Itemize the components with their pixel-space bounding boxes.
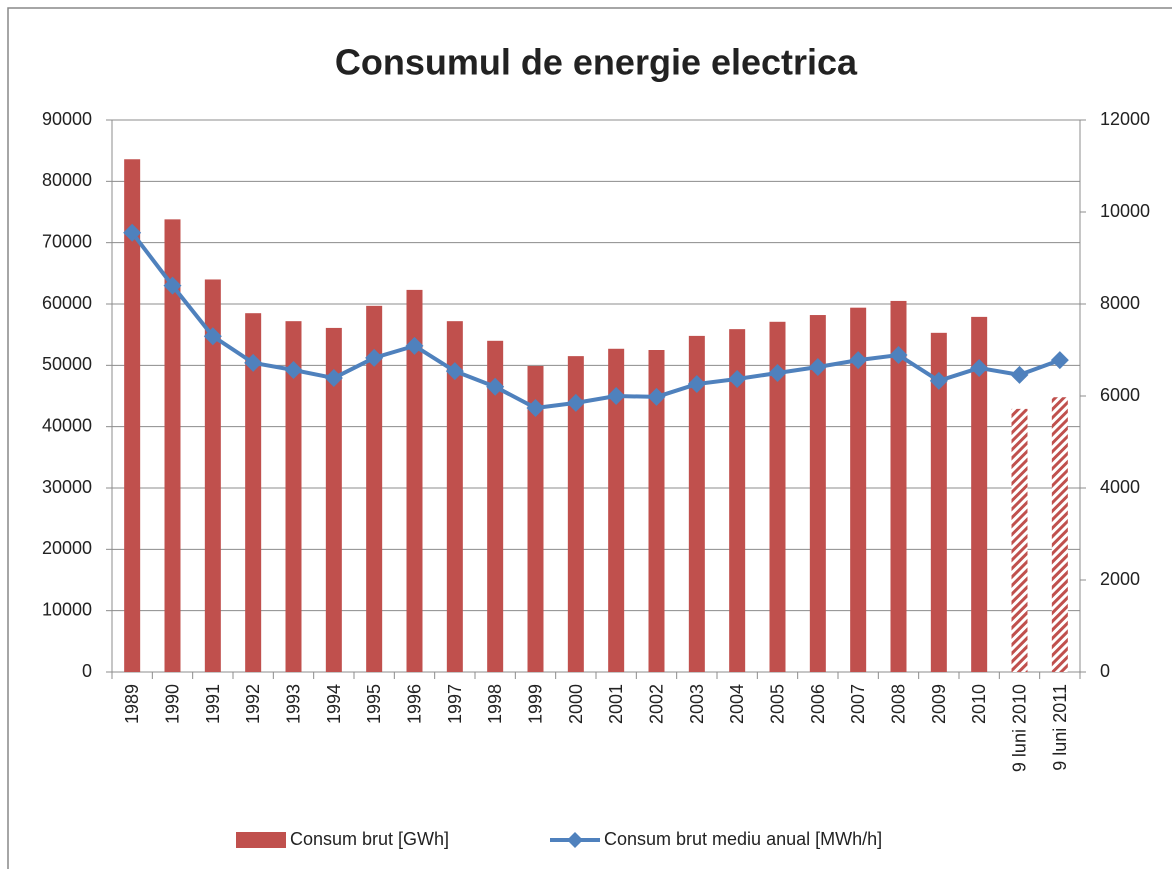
x-tick-label: 2003 [687,684,707,724]
x-tick-label: 2010 [969,684,989,724]
legend-marker [567,832,583,848]
line-marker [607,387,626,405]
bar [971,316,988,672]
bar [1011,408,1028,672]
x-tick-label: 9 luni 2011 [1050,684,1070,771]
x-tick-label: 2008 [889,684,909,724]
line-marker [365,348,384,367]
line-marker [808,358,827,377]
bar [850,307,867,672]
x-tick-label: 2005 [768,684,788,724]
bar [204,279,221,672]
y-tick-label: 60000 [42,293,92,313]
y-tick-label: 80000 [42,170,92,190]
line-marker [486,377,505,396]
y-tick-label: 20000 [42,538,92,558]
line-marker [1050,351,1069,370]
line-marker [123,223,142,242]
line-marker [324,369,343,388]
bar [648,350,665,672]
line-marker [163,276,182,295]
x-tick-label: 1994 [324,684,344,724]
bar [567,356,584,672]
y2-tick-label: 12000 [1100,109,1150,129]
x-tick-label: 1997 [445,684,465,724]
line-marker [728,369,747,388]
bar [809,315,826,672]
y2-tick-label: 6000 [1100,385,1140,405]
bar [527,365,544,672]
bar [729,329,746,672]
legend-swatch [236,832,286,848]
y2-tick-label: 0 [1100,661,1110,681]
y-tick-label: 70000 [42,231,92,251]
y-tick-label: 30000 [42,477,92,497]
y2-tick-label: 8000 [1100,293,1140,313]
line-marker [566,393,585,412]
y2-tick-label: 4000 [1100,477,1140,497]
y2-tick-label: 10000 [1100,201,1150,221]
bar [245,313,262,672]
line-marker [647,387,666,406]
legend-label: Consum brut [GWh] [290,829,449,849]
bar [769,321,786,672]
bar [487,340,504,672]
bar [890,300,907,672]
x-tick-label: 2004 [727,684,747,724]
line-marker [849,351,868,370]
line-marker [687,375,706,394]
bar [164,219,181,673]
line-marker [405,336,424,355]
line-marker [1010,365,1029,384]
bar [406,289,423,672]
x-tick-label: 1996 [405,684,425,724]
bar [325,327,342,672]
x-tick-label: 1993 [284,684,304,724]
x-tick-label: 2006 [808,684,828,724]
x-tick-label: 2007 [848,684,868,724]
x-tick-label: 1992 [243,684,263,724]
line-marker [526,398,545,417]
bar [285,321,302,672]
x-tick-label: 2001 [606,684,626,724]
x-tick-label: 2002 [647,684,667,724]
x-tick-label: 1991 [203,684,223,724]
y-tick-label: 0 [82,661,92,681]
bar [366,305,383,672]
bar [1051,397,1068,672]
chart-title: Consumul de energie electrica [335,42,858,83]
line-marker [889,346,908,365]
bar [688,335,705,672]
x-tick-label: 1998 [485,684,505,724]
line-marker [244,353,263,372]
x-tick-label: 9 luni 2010 [1010,684,1030,772]
x-tick-label: 2000 [566,684,586,724]
line-marker [768,364,787,382]
y-tick-label: 10000 [42,599,92,619]
y-tick-label: 40000 [42,415,92,435]
line-marker [445,362,464,381]
x-tick-label: 1990 [163,684,183,724]
line-marker [929,371,948,390]
line-marker [203,327,222,346]
bar [446,321,463,672]
line-marker [970,358,989,377]
x-tick-label: 1989 [122,684,142,724]
y-tick-label: 90000 [42,109,92,129]
bar [930,332,947,672]
legend-label: Consum brut mediu anual [MWh/h] [604,829,882,849]
chart-border [7,7,1172,869]
bar [608,348,625,672]
x-tick-label: 1999 [526,684,546,724]
y2-tick-label: 2000 [1100,569,1140,589]
bar [124,159,141,673]
line-marker [284,361,303,380]
y-tick-label: 50000 [42,354,92,374]
x-tick-label: 2009 [929,684,949,724]
x-tick-label: 1995 [364,684,384,724]
